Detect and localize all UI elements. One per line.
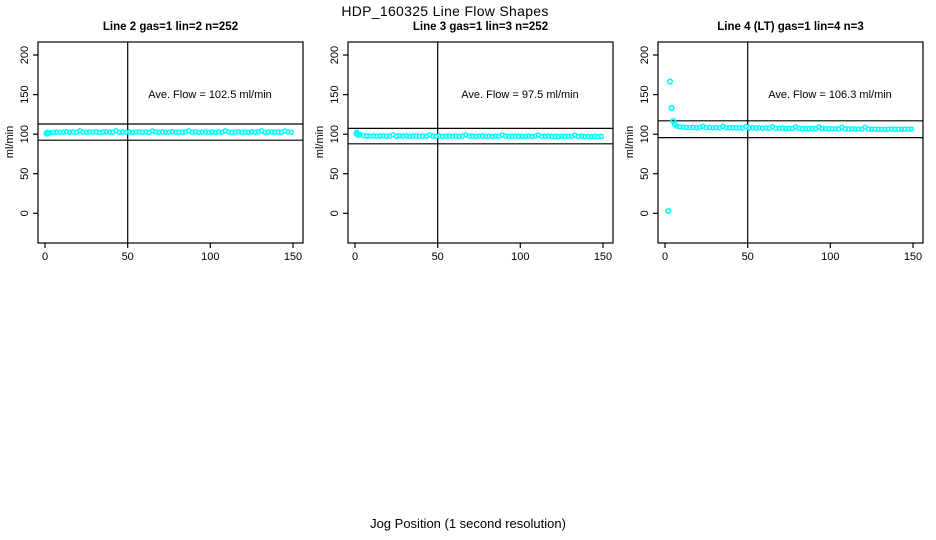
svg-text:150: 150	[594, 251, 612, 263]
svg-text:100: 100	[821, 251, 839, 263]
plot-title: Line 2 gas=1 lin=2 n=252	[102, 21, 239, 33]
svg-text:100: 100	[329, 125, 341, 143]
svg-text:150: 150	[19, 85, 31, 103]
x-axis-label: Jog Position (1 second resolution)	[370, 516, 566, 531]
plot-canvas-line4: 200 150 100 50 0 150 100 50 0 Ave. Flow = 106.3 …	[639, 41, 924, 263]
main-title: HDP_160325 Line Flow Shapes	[341, 3, 549, 19]
plot-canvas-line2: 200 150 100 50 0 150 100 50 0 Ave. Flow = 102.5 …	[19, 41, 304, 263]
plot-title: Line 4 (LT) gas=1 lin=4 n=3	[717, 21, 864, 33]
svg-text:0: 0	[42, 251, 48, 263]
svg-text:50: 50	[19, 168, 31, 180]
svg-text:50: 50	[639, 168, 651, 180]
svg-text:200: 200	[329, 46, 341, 64]
svg-text:0: 0	[662, 251, 668, 263]
svg-text:200: 200	[19, 46, 31, 64]
svg-text:100: 100	[201, 251, 219, 263]
svg-text:0: 0	[329, 210, 341, 216]
svg-text:200: 200	[639, 46, 651, 64]
svg-text:100: 100	[639, 125, 651, 143]
ave-flow-annotation: Ave. Flow = 97.5 ml/min	[461, 89, 578, 101]
svg-text:100: 100	[19, 125, 31, 143]
svg-text:0: 0	[19, 210, 31, 216]
svg-text:0: 0	[352, 251, 358, 263]
plot-canvas-line3: 200 150 100 50 0 150 100 50 0 Ave. Flow = 97.5 m…	[329, 41, 614, 263]
subplot-line4: Line 4 (LT) gas=1 lin=4 n=3 ml/min 200 15…	[620, 0, 936, 280]
ave-flow-annotation: Ave. Flow = 102.5 ml/min	[148, 89, 272, 101]
svg-text:150: 150	[284, 251, 302, 263]
subplot-line2: Line 2 gas=1 lin=2 n=252 ml/min 200 150 10…	[0, 0, 316, 280]
subplot-line3: Line 3 gas=1 lin=3 n=252 ml/min 200 150 10…	[310, 0, 626, 280]
svg-text:0: 0	[639, 210, 651, 216]
svg-text:150: 150	[329, 85, 341, 103]
ave-flow-annotation: Ave. Flow = 106.3 ml/min	[768, 89, 892, 101]
svg-text:150: 150	[904, 251, 922, 263]
svg-text:100: 100	[511, 251, 529, 263]
svg-text:50: 50	[742, 251, 754, 263]
svg-text:50: 50	[329, 168, 341, 180]
plot-title: Line 3 gas=1 lin=3 n=252	[412, 21, 549, 33]
svg-text:150: 150	[639, 85, 651, 103]
svg-text:50: 50	[432, 251, 444, 263]
svg-text:50: 50	[122, 251, 134, 263]
